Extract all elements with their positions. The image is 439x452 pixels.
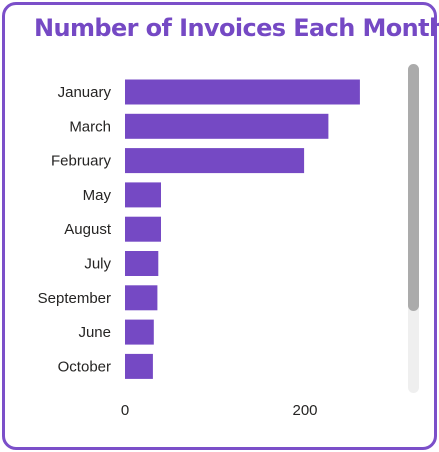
bar-august[interactable] xyxy=(125,216,161,242)
category-label-july: July xyxy=(84,256,111,273)
x-tick-label: 200 xyxy=(292,402,317,419)
bar-june[interactable] xyxy=(125,319,154,345)
category-label-october: October xyxy=(58,358,111,375)
category-label-may: May xyxy=(83,187,112,204)
category-label-august: August xyxy=(64,221,112,238)
chart-title: Number of Invoices Each Month xyxy=(34,14,439,42)
category-label-june: June xyxy=(78,324,111,341)
scrollbar-thumb[interactable] xyxy=(408,64,419,311)
category-label-march: March xyxy=(69,118,111,135)
bar-september[interactable] xyxy=(125,285,158,311)
bar-january[interactable] xyxy=(125,79,360,105)
x-tick-label: 0 xyxy=(121,402,129,419)
category-label-september: September xyxy=(38,290,111,307)
vertical-scrollbar[interactable] xyxy=(408,64,419,393)
bar-march[interactable] xyxy=(125,113,329,139)
category-label-february: February xyxy=(51,153,112,170)
bar-july[interactable] xyxy=(125,251,159,276)
bar-february[interactable] xyxy=(125,148,305,174)
bar-may[interactable] xyxy=(125,182,161,208)
bar-october[interactable] xyxy=(125,353,153,379)
category-label-january: January xyxy=(58,84,112,101)
